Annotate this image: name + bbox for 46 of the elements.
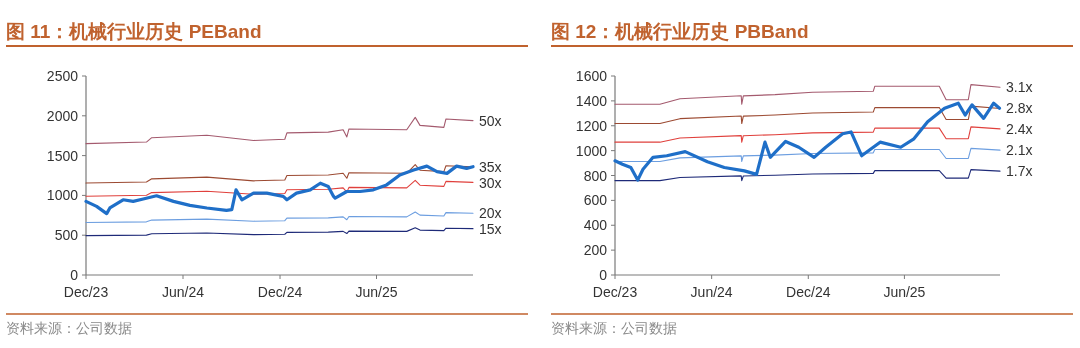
- x-tick-label: Jun/25: [883, 284, 926, 300]
- y-tick-label: 2500: [46, 68, 79, 84]
- series-label: 30x: [479, 174, 502, 191]
- series-label: 15x: [479, 221, 502, 238]
- line-series: [85, 211, 474, 224]
- x-tick-label: Dec/24: [786, 284, 831, 300]
- x-tick-label: Jun/24: [161, 284, 205, 300]
- x-tick-label: Dec/24: [257, 284, 303, 300]
- x-tick-label: Dec/23: [63, 284, 109, 300]
- series-label: 35x: [479, 158, 502, 175]
- line-series: [614, 169, 1001, 182]
- y-tick-label: 1200: [575, 117, 608, 134]
- line-series: [85, 116, 474, 145]
- series-label: 20x: [479, 205, 502, 222]
- y-tick-label: 600: [583, 192, 608, 209]
- x-tick-label: Jun/25: [355, 284, 398, 300]
- chart-title: 图 11：机械行业历史 PEBand: [6, 21, 262, 42]
- y-tick-label: 1500: [46, 147, 79, 164]
- series-label: 2.1x: [1006, 142, 1033, 159]
- series-label: 50x: [479, 112, 502, 129]
- line-series: [84, 164, 475, 216]
- line-series: [613, 101, 1002, 182]
- text: 资料来源：公司数据: [551, 320, 677, 336]
- y-tick-label: 0: [70, 267, 79, 283]
- series-label: 1.7x: [1006, 163, 1033, 180]
- line-series: [614, 84, 1001, 105]
- series-label: 3.1x: [1006, 79, 1033, 96]
- chart-title: 图 12：机械行业历史 PBBand: [551, 21, 809, 42]
- y-tick-label: 1000: [46, 187, 79, 204]
- line-series: [85, 227, 474, 237]
- y-tick-label: 200: [583, 242, 608, 259]
- x-tick-label: Dec/23: [592, 284, 638, 300]
- series-label: 2.4x: [1006, 120, 1033, 137]
- x-tick-label: Jun/24: [690, 284, 733, 300]
- line-series: [614, 126, 1001, 143]
- line-series: [85, 179, 474, 197]
- y-tick-label: 400: [583, 217, 608, 234]
- series-label: 2.8x: [1006, 100, 1033, 117]
- text: 资料来源：公司数据: [6, 320, 132, 336]
- y-tick-label: 800: [583, 167, 608, 184]
- y-tick-label: 1000: [575, 142, 608, 159]
- y-tick-label: 0: [599, 267, 608, 283]
- y-tick-label: 1400: [575, 92, 608, 109]
- y-tick-label: 2000: [46, 107, 79, 124]
- y-tick-label: 500: [54, 227, 79, 244]
- y-tick-label: 1600: [575, 68, 608, 84]
